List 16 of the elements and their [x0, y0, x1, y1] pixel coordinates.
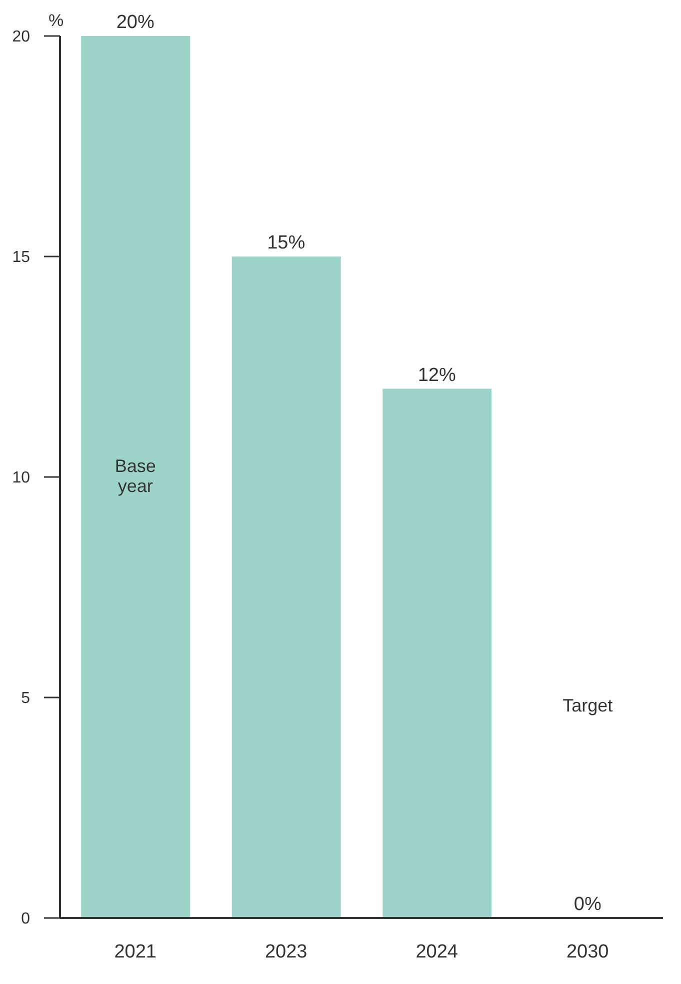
- y-tick-label: 0: [21, 910, 30, 928]
- y-tick-label: 10: [12, 470, 30, 487]
- data-label: 15%: [267, 232, 306, 254]
- y-tick-label: 20: [12, 28, 30, 46]
- data-label: 20%: [116, 12, 154, 33]
- x-tick-label: 2021: [114, 941, 157, 962]
- data-label: 12%: [418, 364, 456, 386]
- annotation: Target: [562, 695, 613, 716]
- y-tick-label: 5: [21, 690, 30, 708]
- annotation: Base year: [114, 456, 156, 496]
- x-tick-label: 2023: [264, 941, 308, 962]
- x-tick-label: 2024: [416, 941, 458, 962]
- x-tick-label: 2030: [566, 941, 609, 962]
- data-label: 0%: [574, 894, 602, 915]
- y-tick-label: 15: [12, 249, 30, 266]
- y-axis-title: %: [48, 11, 64, 30]
